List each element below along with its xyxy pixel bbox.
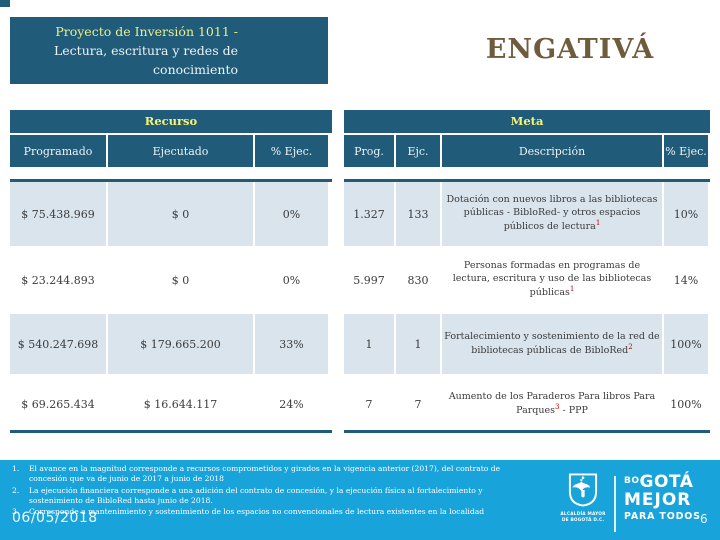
meta-description: Dotación con nuevos libros a las bibliot…: [442, 182, 662, 246]
footnote-ref: 2: [628, 342, 633, 351]
meta-ejc-value: 7: [414, 397, 422, 411]
pct-ejec-value: 0%: [255, 182, 328, 246]
table-row: 1 1 Fortalecimiento y sostenimiento de l…: [344, 314, 710, 374]
meta-ejc-value: 133: [396, 182, 440, 246]
recurso-table-body: $ 75.438.969 $ 0 0% $ 23.244.893 $ 0 0% …: [10, 179, 332, 433]
footnote-text: Corresponde a mantenimiento y sostenimie…: [29, 507, 485, 516]
recurso-column-headers: Programado Ejecutado % Ejec.: [10, 135, 332, 167]
footnote-1: 1. El avance en la magnitud corresponde …: [12, 464, 520, 485]
ejecutado-value: $ 179.665.200: [108, 314, 253, 374]
column-header-programado: Programado: [10, 135, 106, 167]
locality-title: ENGATIVÁ: [485, 34, 655, 65]
project-subtitle: Lectura, escritura y redes de conocimien…: [53, 43, 238, 77]
column-header-pct-ejec: % Ejec.: [664, 135, 708, 167]
meta-prog-value: 7: [365, 397, 373, 411]
meta-column-headers: Prog. Ejc. Descripción % Ejec.: [344, 135, 710, 167]
footnote-3: 3. Corresponde a mantenimiento y sosteni…: [12, 507, 520, 517]
programado-value: $ 75.438.969: [10, 182, 106, 246]
meta-ejc-value: 830: [407, 273, 429, 287]
corner-accent: [0, 0, 10, 7]
slide-date: 06/05/2018: [12, 510, 98, 526]
table-row: 5.997 830 Personas formadas en programas…: [344, 250, 710, 310]
table-row: 7 7 Aumento de los Paraderos Para libros…: [344, 378, 710, 430]
ejecutado-value: $ 16.644.117: [143, 397, 218, 411]
pct-ejec-value: 24%: [279, 397, 304, 411]
footnote-number: 1.: [12, 464, 20, 473]
programado-value: $ 540.247.698: [10, 314, 106, 374]
column-header-ejecutado: Ejecutado: [108, 135, 253, 167]
column-header-pct-ejec: % Ejec.: [255, 135, 328, 167]
meta-ejc-value: 1: [396, 314, 440, 374]
footnote-ref: 1: [595, 219, 601, 228]
ejecutado-value: $ 0: [108, 182, 253, 246]
alcaldia-text: ALCALDÍA MAYOR DE BOGOTÁ D.C.: [560, 512, 606, 523]
meta-prog-value: 5.997: [353, 273, 385, 287]
recurso-table: Recurso Programado Ejecutado % Ejec. $ 7…: [10, 110, 332, 433]
ejecutado-value: $ 0: [171, 273, 190, 287]
logo-divider: [614, 476, 616, 532]
footnotes: 1. El avance en la magnitud corresponde …: [12, 464, 520, 518]
meta-prog-value: 1: [344, 314, 394, 374]
meta-pct-value: 10%: [664, 182, 708, 246]
meta-table: Meta Prog. Ejc. Descripción % Ejec. 1.32…: [344, 110, 710, 433]
table-row: $ 23.244.893 $ 0 0%: [10, 250, 332, 310]
project-title-box: Proyecto de Inversión 1011 - Lectura, es…: [10, 17, 328, 84]
meta-pct-value: 100%: [670, 397, 702, 411]
footnote-number: 2.: [12, 485, 20, 495]
meta-group-header: Meta: [344, 110, 710, 133]
recurso-group-header: Recurso: [10, 110, 332, 133]
meta-pct-value: 100%: [664, 314, 708, 374]
meta-pct-value: 14%: [673, 273, 699, 287]
column-header-ejc: Ejc.: [396, 135, 440, 167]
footnote-text: El avance en la magnitud corresponde a r…: [29, 464, 501, 484]
meta-description: Fortalecimiento y sostenimiento de la re…: [442, 314, 662, 374]
bogota-coat-of-arms-icon: [568, 473, 598, 507]
bogota-mejor-logotype: BOGOTÁ MEJOR PARA TODOS: [624, 472, 701, 522]
table-row: $ 69.265.434 $ 16.644.117 24%: [10, 378, 332, 430]
pct-ejec-value: 0%: [282, 273, 301, 287]
programado-value: $ 23.244.893: [21, 273, 95, 287]
meta-table-body: 1.327 133 Dotación con nuevos libros a l…: [344, 179, 710, 433]
footnote-ref: 1: [569, 285, 575, 294]
page-number: 6: [700, 512, 708, 526]
alcaldia-block: ALCALDÍA MAYOR DE BOGOTÁ D.C.: [558, 472, 608, 523]
column-header-prog: Prog.: [344, 135, 394, 167]
footer-band: 1. El avance en la magnitud corresponde …: [0, 460, 720, 540]
table-row: $ 75.438.969 $ 0 0%: [10, 182, 332, 246]
footnote-text: La ejecución financiera corresponde a un…: [29, 485, 483, 505]
project-title: Proyecto de Inversión 1011 -: [55, 24, 238, 39]
footnote-number: 3.: [12, 507, 20, 516]
meta-prog-value: 1.327: [344, 182, 394, 246]
footnote-2: 2. La ejecución financiera corresponde a…: [12, 486, 520, 507]
table-row: 1.327 133 Dotación con nuevos libros a l…: [344, 182, 710, 246]
table-row: $ 540.247.698 $ 179.665.200 33%: [10, 314, 332, 374]
meta-description: Aumento de los Paraderos Para libros Par…: [448, 390, 656, 417]
bogota-logo: ALCALDÍA MAYOR DE BOGOTÁ D.C. BOGOTÁ MEJ…: [558, 472, 718, 538]
column-header-descripcion: Descripción: [442, 135, 662, 167]
programado-value: $ 69.265.434: [21, 397, 95, 411]
footnote-ref: 3: [554, 402, 560, 411]
meta-description: Personas formadas en programas de lectur…: [452, 260, 652, 299]
pct-ejec-value: 33%: [255, 314, 328, 374]
